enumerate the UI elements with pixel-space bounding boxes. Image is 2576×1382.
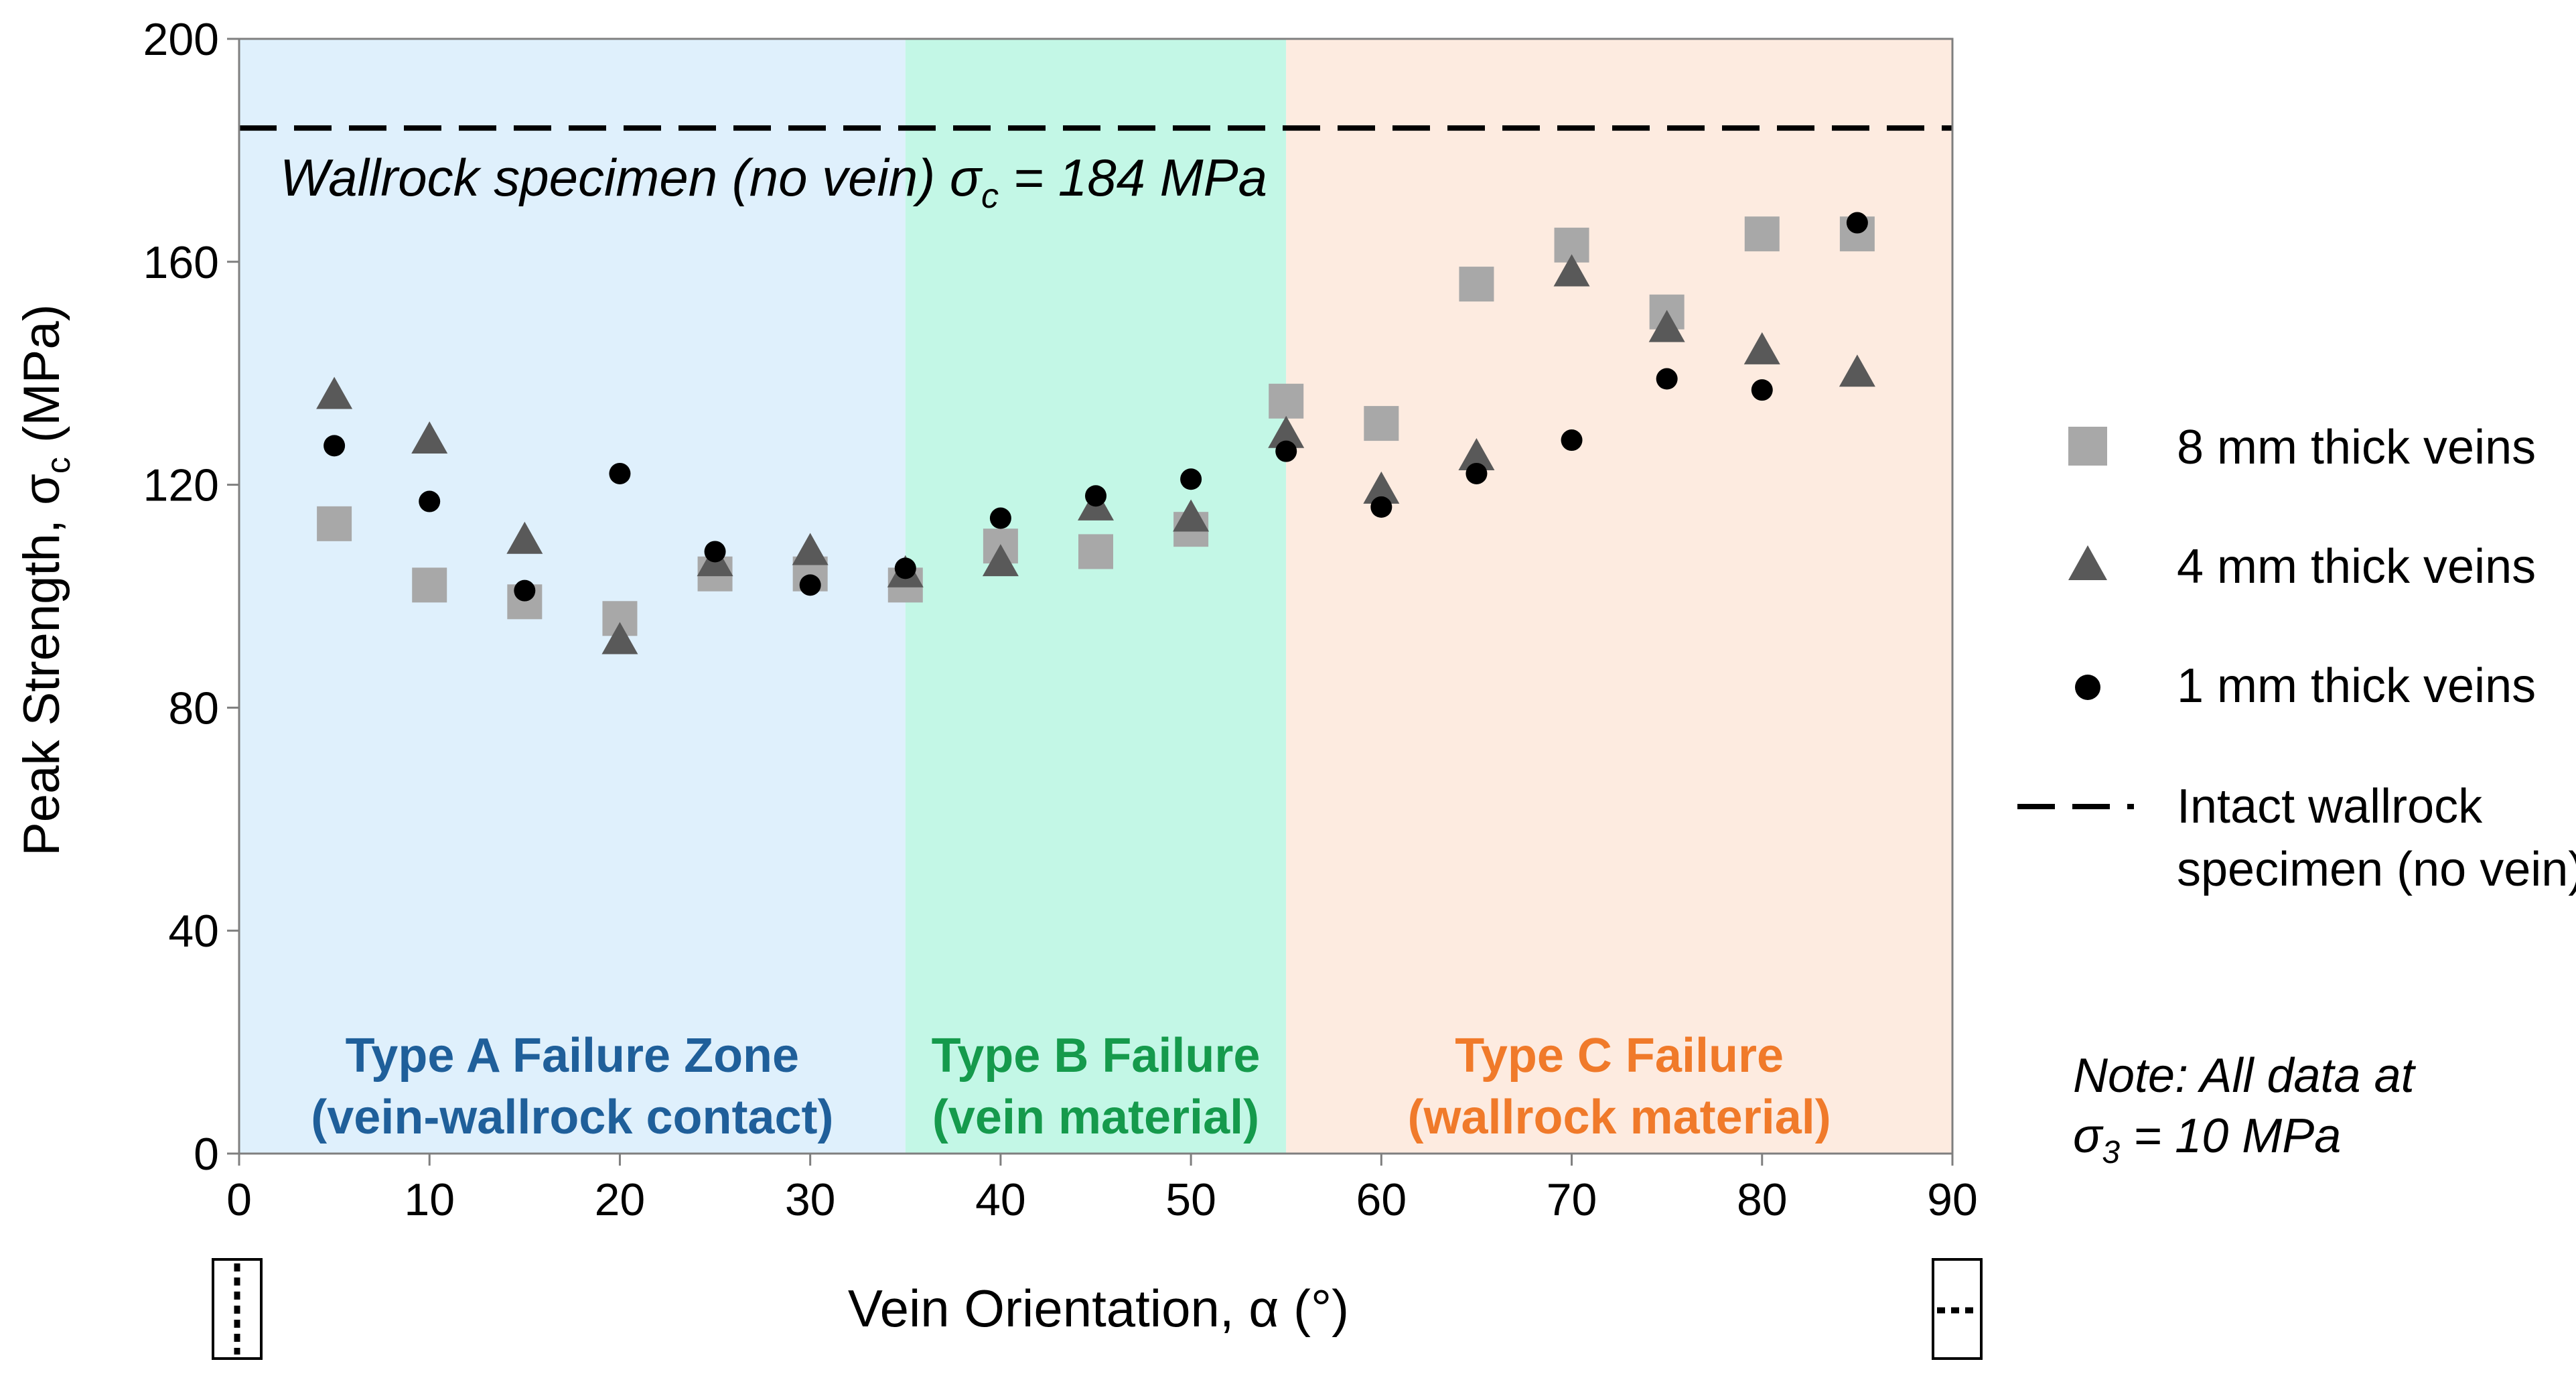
reference-annotation-main: Wallrock specimen (no vein) σ (280, 148, 983, 207)
failure-zones (239, 39, 1952, 1154)
point-4mm-10 (411, 421, 448, 454)
reference-annotation-sub: c (981, 177, 999, 216)
point-8mm-60 (1364, 406, 1399, 441)
note-line1: Note: All data at (2073, 1049, 2417, 1103)
point-1mm-80 (1751, 379, 1773, 401)
point-4mm-40 (982, 544, 1019, 577)
point-1mm-10 (419, 490, 441, 512)
point-1mm-45 (1085, 485, 1106, 507)
point-1mm-40 (989, 507, 1011, 529)
point-8mm-65 (1459, 267, 1494, 302)
legend-marker-triangle (2068, 545, 2107, 580)
y-tick-label-40: 40 (168, 906, 219, 957)
y-tick-label-0: 0 (194, 1129, 219, 1180)
legend-label-8mm: 8 mm thick veins (2177, 421, 2536, 474)
x-tick-label-60: 60 (1356, 1174, 1407, 1225)
point-8mm-45 (1078, 534, 1113, 569)
zone-label-type-a-line2: (vein-wallrock contact) (311, 1091, 833, 1144)
zone-label-type-c-line2: (wallrock material) (1407, 1091, 1831, 1144)
note: Note: All data at σ3 = 10 MPa (2073, 1049, 2417, 1170)
y-tick-label-120: 120 (143, 460, 219, 511)
point-4mm-30 (792, 533, 829, 565)
point-4mm-20 (601, 622, 638, 654)
data-points (316, 212, 1875, 654)
x-tick-label-20: 20 (595, 1174, 646, 1225)
orientation-icon-vertical (212, 1258, 263, 1360)
point-1mm-15 (514, 579, 536, 602)
x-tick-label-30: 30 (785, 1174, 836, 1225)
point-1mm-50 (1180, 468, 1202, 490)
note-line2-tail: = 10 MPa (2120, 1109, 2341, 1163)
point-1mm-60 (1370, 496, 1392, 518)
zone-labels: Type A Failure Zone (vein-wallrock contac… (311, 1029, 1831, 1144)
point-8mm-55 (1269, 383, 1304, 419)
point-1mm-35 (894, 557, 916, 579)
point-4mm-70 (1553, 254, 1590, 287)
point-4mm-80 (1743, 332, 1780, 364)
legend-label-intact-line1: Intact wallrock (2177, 780, 2483, 833)
point-1mm-85 (1846, 212, 1868, 234)
zone-label-type-a-line1: Type A Failure Zone (346, 1029, 799, 1083)
y-tick-label-200: 200 (143, 14, 219, 65)
point-1mm-30 (799, 574, 821, 596)
y-axis-label-sub: c (40, 457, 77, 474)
point-4mm-75 (1648, 309, 1685, 342)
y-axis-label-main: Peak Strength, σ (13, 474, 70, 856)
legend: 8 mm thick veins 4 mm thick veins 1 mm t… (2017, 421, 2576, 896)
y-axis-ticks: 0 40 80 120 160 200 (143, 14, 239, 1180)
note-line2-main: σ (2073, 1109, 2104, 1163)
point-1mm-75 (1656, 368, 1678, 390)
x-tick-label-70: 70 (1547, 1174, 1597, 1225)
point-1mm-55 (1275, 440, 1297, 462)
point-4mm-15 (506, 521, 543, 554)
legend-marker-circle (2075, 675, 2100, 700)
point-1mm-70 (1561, 429, 1583, 452)
zone-label-type-c-line1: Type C Failure (1455, 1029, 1784, 1083)
point-4mm-65 (1458, 438, 1495, 470)
x-tick-label-80: 80 (1737, 1174, 1788, 1225)
point-1mm-25 (704, 541, 726, 563)
note-line2-sub: 3 (2102, 1135, 2120, 1170)
x-tick-label-50: 50 (1165, 1174, 1216, 1225)
reference-annotation: Wallrock specimen (no vein) σc = 184 MPa (280, 148, 1267, 216)
point-4mm-50 (1173, 499, 1210, 532)
legend-marker-square (2068, 427, 2107, 466)
point-8mm-10 (412, 567, 447, 603)
zone-label-type-b-line2: (vein material) (932, 1091, 1259, 1144)
zone-label-type-b-line1: Type B Failure (932, 1029, 1261, 1083)
y-tick-label-80: 80 (168, 683, 219, 734)
x-tick-label-40: 40 (975, 1174, 1026, 1225)
point-4mm-85 (1839, 354, 1875, 387)
point-1mm-5 (324, 435, 346, 457)
y-axis-label: Peak Strength, σc (MPa) (13, 304, 77, 856)
point-1mm-20 (609, 462, 631, 484)
point-8mm-80 (1744, 216, 1780, 252)
zone-type-a (239, 39, 906, 1154)
x-axis-label: Vein Orientation, α (°) (848, 1279, 1349, 1338)
legend-label-1mm: 1 mm thick veins (2177, 659, 2536, 713)
y-tick-label-160: 160 (143, 237, 219, 288)
plot-frame (238, 38, 1954, 1155)
point-4mm-60 (1363, 471, 1400, 504)
note-line2: σ3 = 10 MPa (2073, 1109, 2341, 1170)
legend-label-intact-line2: specimen (no vein) (2177, 843, 2576, 896)
point-1mm-65 (1465, 462, 1488, 484)
point-8mm-5 (317, 506, 352, 541)
x-axis-ticks: 0 10 20 30 40 50 60 70 80 90 (226, 1154, 1978, 1225)
x-tick-label-90: 90 (1927, 1174, 1978, 1225)
point-4mm-5 (316, 376, 353, 409)
legend-label-4mm: 4 mm thick veins (2177, 540, 2536, 594)
axes (238, 38, 1954, 1155)
reference-annotation-tail: = 184 MPa (999, 148, 1267, 207)
y-axis-label-tail: (MPa) (13, 304, 70, 457)
point-4mm-55 (1268, 415, 1305, 448)
x-tick-label-0: 0 (226, 1174, 252, 1225)
orientation-icon-horizontal (1932, 1258, 1983, 1360)
zone-type-b (905, 39, 1287, 1154)
zone-type-c (1286, 39, 1952, 1154)
x-tick-label-10: 10 (404, 1174, 455, 1225)
